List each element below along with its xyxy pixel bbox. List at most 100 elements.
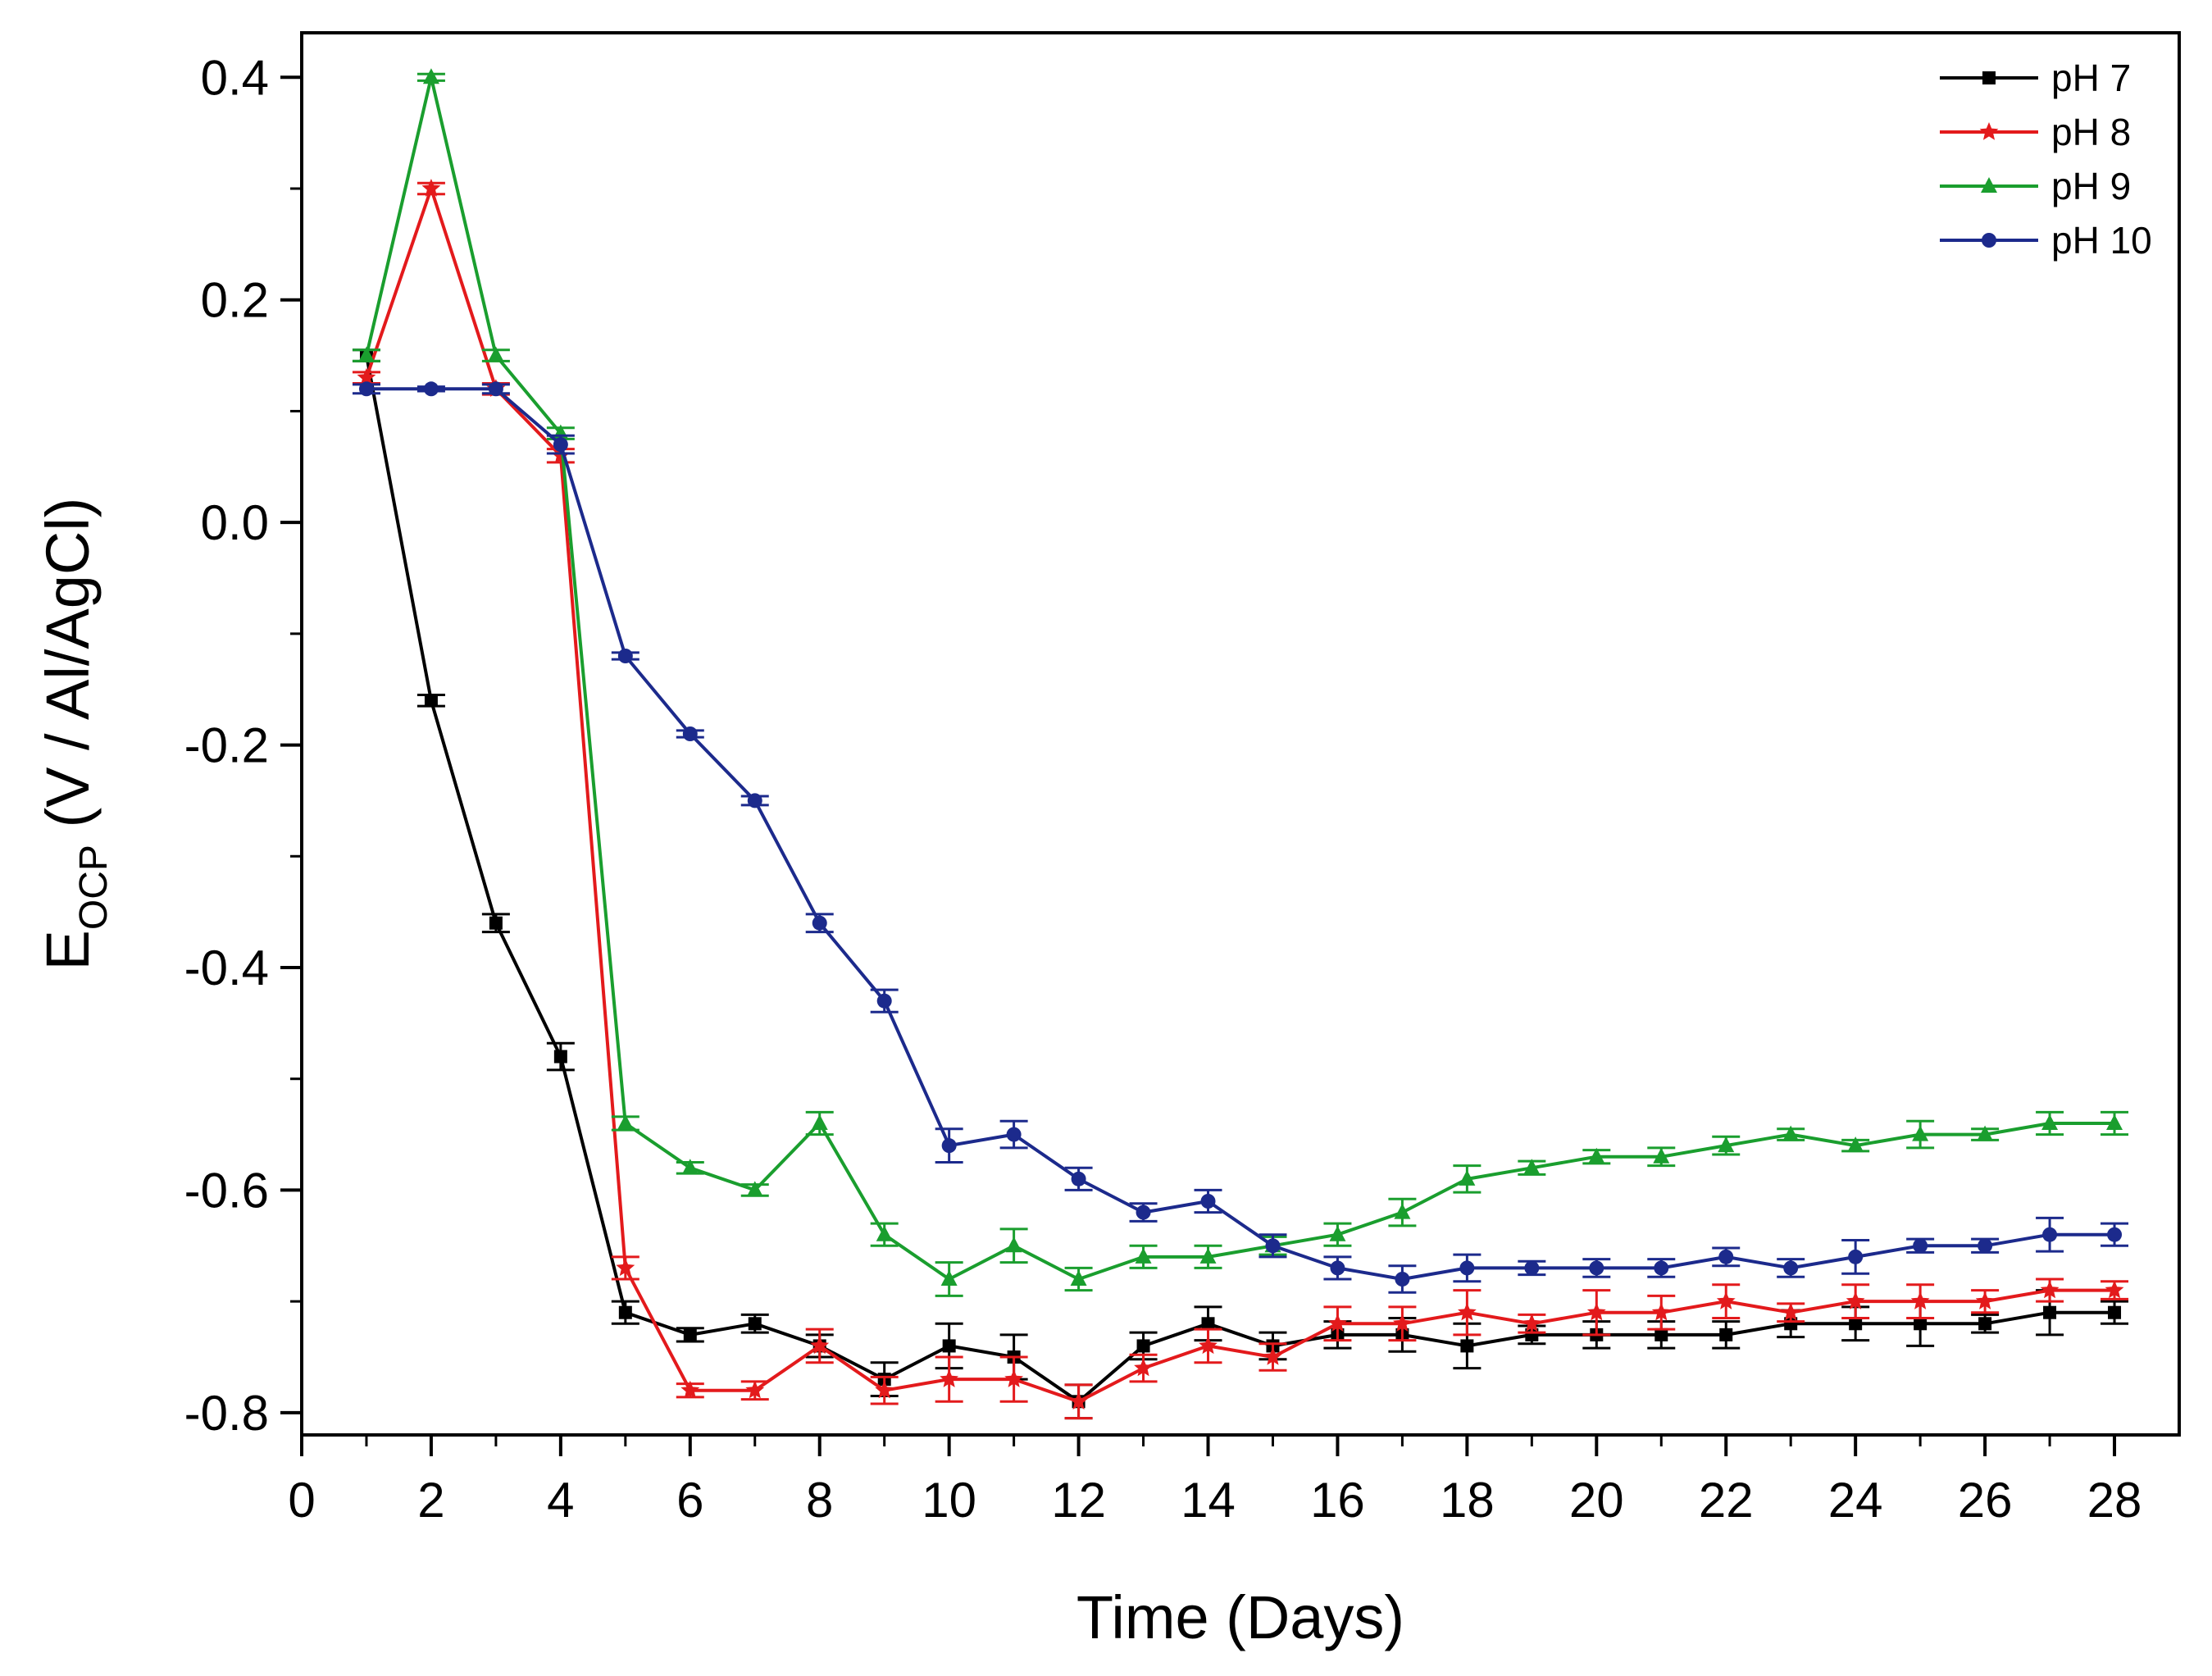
series-layer <box>352 68 2129 1420</box>
data-point <box>1912 1125 1929 1141</box>
data-point <box>1200 1194 1216 1209</box>
data-point <box>357 367 376 386</box>
data-point <box>1781 1302 1800 1321</box>
data-point <box>358 381 374 397</box>
x-tick-label: 8 <box>806 1473 833 1528</box>
y-tick-label: 0.4 <box>201 50 269 105</box>
x-tick-label: 18 <box>1440 1473 1495 1528</box>
data-point <box>1977 1125 1994 1141</box>
data-point <box>618 1305 632 1319</box>
data-point <box>876 993 892 1009</box>
y-tick-label: -0.8 <box>184 1386 269 1441</box>
data-point <box>1070 1270 1087 1286</box>
data-point <box>488 381 503 397</box>
legend: pH 7 pH 8 pH 9 pH 10 <box>1940 57 2152 262</box>
data-point <box>553 437 568 453</box>
plot-frame <box>300 31 2181 1437</box>
data-point <box>1913 1238 1928 1254</box>
data-point <box>1716 1291 1736 1309</box>
x-tick-label: 10 <box>922 1473 976 1528</box>
data-point <box>1978 1317 1992 1331</box>
data-point <box>1004 1369 1024 1387</box>
data-point <box>2107 1227 2123 1242</box>
data-point <box>357 346 375 362</box>
data-point <box>617 1114 634 1130</box>
series-ph9 <box>352 68 2129 1297</box>
x-tick-label: 0 <box>288 1473 315 1528</box>
data-point <box>1782 1125 1800 1141</box>
data-point <box>1071 1171 1086 1186</box>
error-bars <box>352 181 2129 1420</box>
data-point <box>1654 1328 1668 1341</box>
data-point <box>683 1328 697 1341</box>
series-ph10 <box>352 381 2129 1294</box>
data-point <box>681 1159 699 1175</box>
data-point <box>1847 1136 1864 1153</box>
data-point <box>1330 1260 1345 1276</box>
data-point <box>748 1317 762 1331</box>
y-axis-title-main: E <box>34 930 102 970</box>
data-point <box>747 793 762 808</box>
legend-item: pH 9 <box>1940 165 2131 207</box>
data-point <box>1653 1147 1670 1164</box>
x-tick-label: 16 <box>1310 1473 1365 1528</box>
data-point <box>1393 1314 1412 1332</box>
legend-item: pH 7 <box>1940 57 2131 99</box>
data-point <box>1978 1238 1993 1254</box>
x-tick-label: 20 <box>1569 1473 1624 1528</box>
data-point <box>745 1380 765 1399</box>
data-point <box>1848 1249 1864 1264</box>
data-point <box>1586 1302 1606 1321</box>
y-tick-label: -0.6 <box>184 1163 269 1218</box>
legend-marker <box>1979 122 1999 140</box>
y-tick-label: 0.0 <box>201 495 269 550</box>
data-point <box>421 179 441 197</box>
data-point <box>2040 1280 2060 1299</box>
y-axis-title-rest: (V / Al/AgCl) <box>34 498 102 845</box>
y-tick-label: 0.2 <box>201 273 269 328</box>
legend-item: pH 10 <box>1940 219 2152 262</box>
x-tick-label: 26 <box>1958 1473 2013 1528</box>
data-point <box>2041 1114 2059 1130</box>
legend-marker <box>1981 177 1997 193</box>
data-point <box>1654 1260 1669 1276</box>
data-point <box>553 1050 567 1063</box>
data-point <box>1395 1272 1410 1287</box>
data-point <box>617 649 633 663</box>
data-point <box>1523 1159 1541 1175</box>
data-point <box>2108 1305 2122 1319</box>
data-point <box>2105 1280 2124 1299</box>
legend-item: pH 8 <box>1940 111 2131 153</box>
data-point <box>1136 1339 1150 1353</box>
data-point <box>1718 1249 1734 1264</box>
data-point <box>1329 1225 1346 1241</box>
error-bars <box>352 72 2129 1297</box>
x-tick-label: 28 <box>2087 1473 2142 1528</box>
data-point <box>1588 1147 1605 1164</box>
data-point <box>1135 1247 1152 1264</box>
x-tick-label: 22 <box>1699 1473 1754 1528</box>
series-line <box>365 187 2114 1404</box>
data-point <box>1914 1317 1928 1331</box>
data-point <box>1069 1391 1088 1410</box>
data-point <box>1199 1336 1218 1355</box>
data-point <box>940 1369 959 1387</box>
data-point <box>1199 1247 1217 1264</box>
data-point <box>1719 1328 1733 1341</box>
data-point <box>1459 1169 1476 1186</box>
data-point <box>1394 1203 1411 1219</box>
data-point <box>1651 1302 1671 1321</box>
data-point <box>1975 1291 1995 1309</box>
data-point <box>875 1380 894 1399</box>
data-point <box>746 1181 763 1197</box>
x-axis-title: Time (Days) <box>1076 1583 1404 1651</box>
error-bars <box>352 383 2129 1294</box>
data-point <box>941 1138 957 1154</box>
data-point <box>1718 1136 1735 1153</box>
data-point <box>1265 1238 1281 1254</box>
data-point <box>811 1114 828 1130</box>
y-axis-title: EOCP (V / Al/AgCl) <box>34 498 116 971</box>
data-point <box>940 1270 958 1286</box>
data-point <box>424 694 438 708</box>
